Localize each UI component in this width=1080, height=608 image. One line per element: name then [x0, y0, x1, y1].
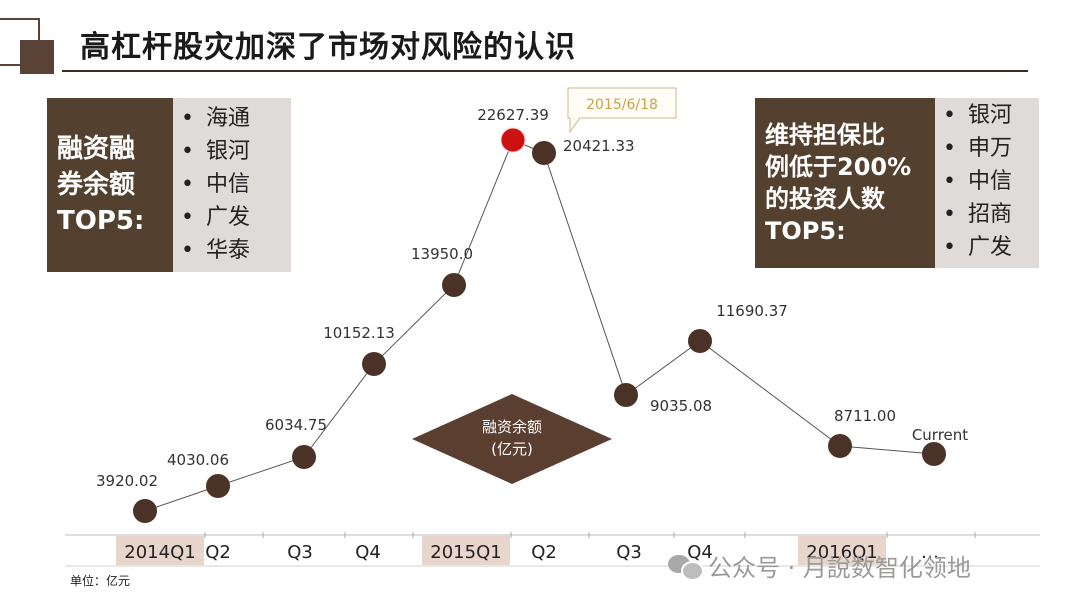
series-diamond	[412, 394, 612, 484]
data-label: 13950.0	[411, 245, 473, 263]
data-label: 4030.06	[167, 451, 229, 469]
data-label: 20421.33	[563, 137, 635, 155]
right-panel-list: 银河申万中信招商广发	[935, 98, 1039, 268]
tick-highlight	[422, 536, 510, 565]
x-tick-label: Q3	[287, 542, 313, 563]
peak-point	[500, 127, 526, 153]
data-point	[206, 474, 230, 498]
x-tick-label: 2016Q1	[806, 542, 877, 563]
x-tick-label: …	[921, 542, 939, 563]
x-tick-label: Q4	[687, 542, 713, 563]
series-label: 融资余额	[482, 418, 542, 436]
left-panel-list-item: 华泰	[173, 234, 291, 267]
right-panel-heading-box: 维持担保比 例低于200% 的投资人数 TOP5:	[755, 98, 935, 268]
left-panel-list-item: 广发	[173, 201, 291, 234]
tick-highlight	[116, 536, 204, 565]
x-tick-label: Q2	[205, 542, 231, 563]
right-panel-list-item: 招商	[935, 198, 1039, 231]
data-label: 6034.75	[265, 416, 327, 434]
x-tick-label: Q4	[355, 542, 381, 563]
data-point	[133, 499, 157, 523]
watermark-text: 公众号 · 月說数智化领地	[708, 554, 971, 582]
peak-callout-bubble	[567, 87, 677, 134]
x-tick-label: 2014Q1	[124, 542, 195, 563]
data-label: Current	[912, 426, 968, 444]
right-panel-list-item: 申万	[935, 132, 1039, 165]
right-panel-list-item: 中信	[935, 165, 1039, 198]
data-label: 11690.37	[716, 302, 788, 320]
left-panel-heading-box: 融资融 券余额 TOP5:	[47, 98, 173, 272]
data-label: 22627.39	[477, 106, 549, 124]
wechat-icon	[668, 553, 704, 581]
data-label: 10152.13	[323, 324, 395, 342]
watermark: 公众号 · 月說数智化领地	[668, 548, 971, 583]
x-tick-label: Q3	[616, 542, 642, 563]
data-label: 9035.08	[650, 397, 712, 415]
left-panel-list-item: 中信	[173, 168, 291, 201]
data-point	[688, 329, 712, 353]
right-panel-list-item: 银河	[935, 99, 1039, 132]
data-point	[292, 445, 316, 469]
right-panel-heading: 维持担保比 例低于200% 的投资人数 TOP5:	[765, 121, 912, 245]
data-point	[532, 141, 556, 165]
unit-note: 单位：亿元	[70, 574, 131, 588]
left-panel-list-item: 海通	[173, 102, 291, 135]
tick-highlight	[798, 536, 886, 565]
title-decoration-square	[20, 40, 54, 74]
left-panel-list-item: 银河	[173, 135, 291, 168]
x-tick-label: Q2	[531, 542, 557, 563]
data-point	[442, 273, 466, 297]
data-point	[362, 352, 386, 376]
data-label: 3920.02	[96, 472, 158, 490]
data-point	[614, 383, 638, 407]
data-point	[922, 442, 946, 466]
x-tick-label: 2015Q1	[430, 542, 501, 563]
left-panel-heading: 融资融 券余额 TOP5:	[57, 134, 145, 236]
data-label: 8711.00	[834, 407, 896, 425]
page-title: 高杠杆股灾加深了市场对风险的认识	[80, 30, 576, 65]
left-panel-list: 海通银河中信广发华泰	[173, 98, 291, 272]
right-panel-list-item: 广发	[935, 231, 1039, 264]
peak-callout-text: 2015/6/18	[586, 97, 658, 113]
title-underline	[62, 70, 1028, 72]
data-point	[828, 434, 852, 458]
series-label: (亿元)	[491, 440, 533, 458]
